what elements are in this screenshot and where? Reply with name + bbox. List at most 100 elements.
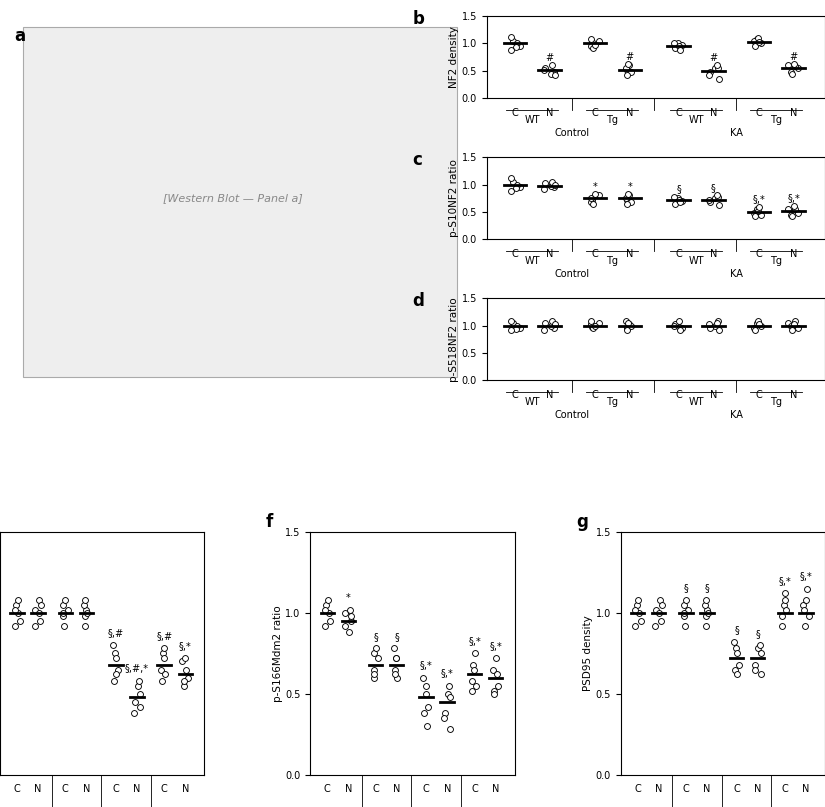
Point	[367, 647, 380, 660]
Point	[504, 315, 517, 328]
Point	[321, 593, 334, 606]
Point	[323, 606, 336, 619]
Point	[649, 603, 662, 616]
Point	[732, 659, 745, 671]
Point	[592, 316, 606, 329]
Point	[747, 322, 761, 335]
Point	[492, 679, 505, 692]
Point	[549, 68, 562, 81]
Point	[592, 189, 606, 202]
Point	[438, 707, 451, 720]
Point	[389, 652, 403, 665]
Point	[318, 620, 332, 633]
Point	[785, 208, 798, 221]
Point	[622, 189, 635, 202]
Point	[789, 203, 802, 215]
Point	[712, 73, 725, 86]
Text: Control: Control	[554, 269, 590, 278]
Point	[488, 688, 501, 700]
Point	[785, 319, 798, 332]
Point	[621, 63, 634, 76]
Point	[780, 603, 793, 616]
Point	[158, 642, 171, 655]
Point	[504, 31, 517, 44]
Point	[158, 652, 171, 665]
Point	[109, 647, 122, 660]
Point	[511, 37, 524, 50]
Point	[538, 61, 551, 74]
Text: KA: KA	[729, 269, 742, 278]
Point	[417, 671, 430, 684]
Point	[507, 175, 520, 188]
Point	[155, 663, 168, 676]
Point	[586, 41, 599, 54]
Point	[585, 40, 598, 52]
Text: #: #	[710, 53, 718, 63]
Point	[180, 663, 193, 676]
Point	[702, 318, 715, 331]
Point	[339, 606, 352, 619]
Point	[511, 178, 524, 191]
Point	[778, 587, 791, 600]
Point	[712, 61, 725, 74]
Point	[57, 609, 70, 622]
Point	[754, 647, 767, 660]
Point	[538, 63, 551, 76]
Point	[131, 679, 144, 692]
Point	[588, 188, 601, 201]
Point	[106, 639, 120, 652]
Point	[622, 58, 635, 71]
Point	[78, 609, 92, 622]
Point	[538, 182, 551, 195]
Point	[622, 318, 635, 331]
Point	[752, 315, 765, 328]
Point	[622, 188, 635, 201]
Point	[729, 642, 742, 655]
Text: c: c	[412, 151, 422, 169]
Point	[712, 199, 725, 211]
Point	[443, 679, 456, 692]
Point	[748, 40, 761, 52]
Text: *: *	[627, 182, 632, 192]
Text: WT: WT	[688, 115, 704, 124]
Point	[467, 659, 480, 671]
Point	[11, 593, 24, 606]
Point	[712, 315, 725, 328]
Point	[111, 663, 125, 676]
Point	[134, 688, 147, 700]
Point	[668, 41, 681, 54]
Point	[673, 44, 686, 56]
Y-axis label: NF2 density: NF2 density	[449, 26, 459, 88]
Text: Control: Control	[554, 410, 590, 420]
Point	[438, 712, 451, 725]
Point	[588, 319, 601, 332]
Point	[675, 194, 688, 207]
Point	[57, 598, 70, 611]
Text: *: *	[592, 182, 597, 192]
Point	[648, 620, 662, 633]
Point	[673, 324, 686, 337]
Text: §,*: §,*	[469, 637, 481, 647]
Text: §: §	[373, 632, 378, 642]
Point	[507, 316, 520, 329]
Point	[792, 322, 805, 335]
Point	[486, 663, 499, 676]
Text: Tg: Tg	[771, 115, 782, 124]
Point	[547, 181, 560, 194]
Text: *: *	[346, 593, 351, 603]
Point	[681, 603, 695, 616]
Point	[490, 668, 503, 681]
Point	[621, 194, 634, 207]
Point	[672, 192, 685, 205]
Point	[134, 700, 147, 713]
Point	[504, 44, 517, 56]
Point	[342, 626, 356, 639]
Point	[630, 598, 644, 611]
Point	[422, 700, 435, 713]
Point	[708, 61, 721, 74]
Point	[619, 61, 632, 74]
Point	[778, 593, 791, 606]
Point	[176, 655, 189, 668]
Text: [Western Blot — Panel a]: [Western Blot — Panel a]	[163, 193, 304, 203]
Point	[388, 642, 401, 655]
